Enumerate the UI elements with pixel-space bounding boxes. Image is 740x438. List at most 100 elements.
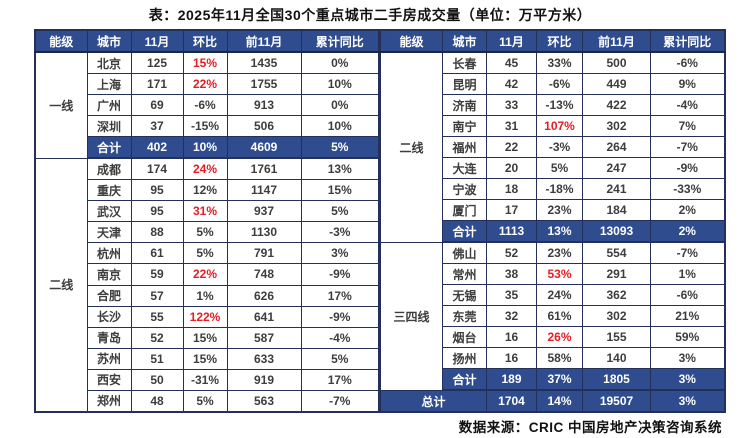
- subtotal-row: 合计 402 10% 4609 5%: [35, 136, 380, 160]
- mom-value-cell: 53%: [536, 263, 583, 285]
- yoy-value-cell: 0%: [300, 51, 380, 75]
- yoy-value-cell: -7%: [300, 389, 380, 413]
- city-cell: 杭州: [86, 242, 132, 265]
- yoy-value-cell: 7%: [650, 115, 725, 137]
- prev11-value-cell: 302: [582, 305, 651, 327]
- nov-value-cell: 95: [130, 179, 184, 202]
- mom-value-cell: 10%: [182, 136, 228, 160]
- tier-cell: 二线: [34, 157, 88, 413]
- yoy-value-cell: -9%: [300, 263, 380, 286]
- mom-value-cell: 5%: [182, 221, 228, 244]
- city-cell: 厦门: [442, 199, 487, 221]
- city-cell: 重庆: [86, 179, 132, 202]
- nov-value-cell: 61: [130, 242, 184, 265]
- city-row: 福州 22 -3% 264 -7%: [381, 136, 725, 158]
- mom-value-cell: 24%: [182, 157, 228, 181]
- city-row: 苏州 51 15% 633 5%: [35, 347, 380, 370]
- city-row: 二线 长春 45 33% 500 -6%: [380, 51, 725, 243]
- nov-value-cell: 33: [486, 94, 537, 116]
- subtotal-row: 合计 189 37% 1805 3%: [381, 368, 725, 391]
- city-row: 合肥 57 1% 626 17%: [35, 284, 380, 307]
- yoy-value-cell: -7%: [650, 241, 725, 264]
- nov-value-cell: 1113: [486, 220, 537, 243]
- col-header-prev11: 前11月: [582, 29, 651, 53]
- prev11-value-cell: 1755: [226, 73, 302, 96]
- city-row: 西安 50 -31% 919 17%: [35, 368, 380, 391]
- city-cell: 佛山: [442, 241, 487, 264]
- nov-value-cell: 189: [486, 368, 537, 391]
- yoy-value-cell: 13%: [300, 157, 380, 181]
- city-cell: 济南: [442, 94, 487, 116]
- nov-value-cell: 402: [130, 136, 184, 160]
- yoy-value-cell: 10%: [300, 73, 380, 96]
- yoy-value-cell: -6%: [650, 284, 725, 306]
- city-cell: 大连: [442, 157, 487, 179]
- col-header-city: 城市: [86, 29, 132, 53]
- prev11-value-cell: 937: [226, 200, 302, 223]
- city-row: 南京 59 22% 748 -9%: [35, 263, 380, 286]
- col-header-nov: 11月: [486, 29, 537, 53]
- mom-value-cell: 22%: [182, 73, 228, 96]
- table-left: 能级 城市 11月 环比 前11月 累计同比 一线 北京 125 15% 1435 0% 上…: [34, 29, 380, 413]
- yoy-value-cell: -33%: [650, 178, 725, 200]
- city-cell: 南京: [86, 263, 132, 286]
- nov-value-cell: 95: [130, 200, 184, 223]
- mom-value-cell: -31%: [182, 368, 228, 391]
- city-cell: 合肥: [86, 284, 132, 307]
- mom-value-cell: -18%: [536, 178, 583, 200]
- mom-value-cell: 58%: [536, 347, 583, 369]
- yoy-value-cell: -4%: [650, 94, 725, 116]
- prev11-value-cell: 791: [226, 242, 302, 265]
- page-title: 表：2025年11月全国30个重点城市二手房成交量（单位：万平方米）: [148, 7, 592, 23]
- city-cell: 扬州: [442, 347, 487, 369]
- city-row: 杭州 61 5% 791 3%: [35, 242, 380, 265]
- city-cell: 广州: [86, 94, 132, 117]
- prev11-value-cell: 1130: [226, 221, 302, 244]
- city-cell: 长沙: [86, 305, 132, 328]
- yoy-value-cell: 5%: [300, 347, 380, 370]
- prev11-value-cell: 913: [226, 94, 302, 117]
- prev11-value-cell: 748: [226, 263, 302, 286]
- prev11-value-cell: 919: [226, 368, 302, 391]
- prev11-value-cell: 264: [582, 136, 651, 158]
- city-cell: 天津: [86, 221, 132, 244]
- prev11-value-cell: 1147: [226, 179, 302, 202]
- header-row: 能级 城市 11月 环比 前11月 累计同比: [34, 29, 380, 53]
- city-cell: 深圳: [86, 115, 132, 138]
- yoy-value-cell: 17%: [300, 368, 380, 391]
- city-cell: 无锡: [442, 284, 487, 306]
- city-cell: 成都: [86, 157, 132, 181]
- yoy-value-cell: 1%: [650, 263, 725, 285]
- city-row: 无锡 35 24% 362 -6%: [381, 284, 725, 306]
- tier-cell: 一线: [34, 51, 88, 159]
- mom-value-cell: 22%: [182, 263, 228, 286]
- city-cell: 合计: [442, 368, 487, 391]
- nov-value-cell: 37: [130, 115, 184, 138]
- city-row: 南宁 31 107% 302 7%: [381, 115, 725, 137]
- grand-total-label-cell: 总计: [380, 389, 487, 413]
- prev11-value-cell: 563: [226, 389, 302, 413]
- prev11-value-cell: 155: [582, 326, 651, 348]
- nov-value-cell: 88: [130, 221, 184, 244]
- mom-value-cell: 15%: [182, 326, 228, 349]
- city-row: 天津 88 5% 1130 -3%: [35, 221, 380, 244]
- prev11-value-cell: 506: [226, 115, 302, 138]
- prev11-value-cell: 140: [582, 347, 651, 369]
- city-row: 青岛 52 15% 587 -4%: [35, 326, 380, 349]
- prev11-value-cell: 184: [582, 199, 651, 221]
- yoy-value-cell: 3%: [650, 347, 725, 369]
- tier-cell: 三四线: [380, 241, 443, 391]
- yoy-value-cell: -3%: [300, 221, 380, 244]
- col-header-city: 城市: [442, 29, 487, 53]
- mom-value-cell: 14%: [536, 389, 583, 413]
- nov-value-cell: 50: [130, 368, 184, 391]
- city-cell: 上海: [86, 73, 132, 96]
- city-row: 扬州 16 58% 140 3%: [381, 347, 725, 369]
- city-cell: 合计: [86, 136, 132, 160]
- tables-container: 能级 城市 11月 环比 前11月 累计同比 一线 北京 125 15% 1435 0% 上…: [34, 29, 726, 413]
- prev11-value-cell: 241: [582, 178, 651, 200]
- nov-value-cell: 1704: [486, 389, 537, 413]
- col-header-mom: 环比: [536, 29, 583, 53]
- mom-value-cell: 1%: [182, 284, 228, 307]
- prev11-value-cell: 626: [226, 284, 302, 307]
